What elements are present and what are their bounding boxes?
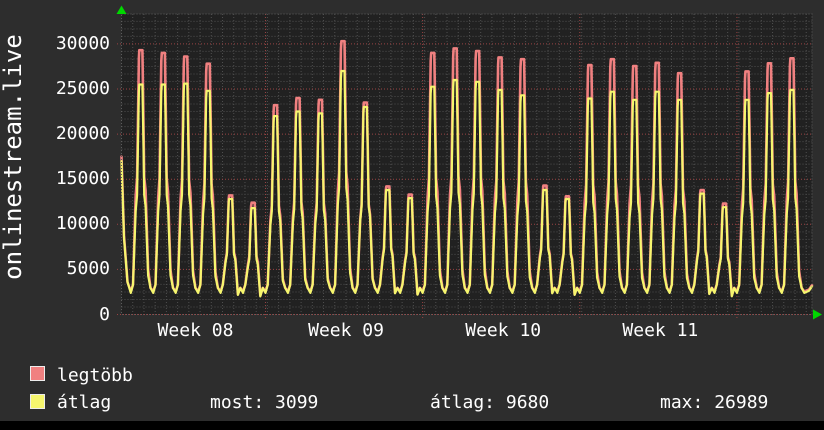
y-axis-up-arrow-icon <box>116 5 127 14</box>
legend-swatch-atlag <box>30 394 45 409</box>
y-tick-label: 30000 <box>55 32 110 54</box>
y-tick-label: 0 <box>99 303 110 325</box>
stat-atlag: átlag: 9680 <box>430 392 550 413</box>
week-label: Week 10 <box>465 320 542 341</box>
week-label: Week 11 <box>622 320 699 341</box>
week-label: Week 08 <box>157 320 234 341</box>
week-label: Week 09 <box>308 320 384 341</box>
y-tick-label: 20000 <box>55 123 110 145</box>
bottom-border <box>0 421 824 430</box>
y-tick-label: 15000 <box>55 168 110 190</box>
legend-swatch-legtobb <box>30 366 45 381</box>
y-tick-label: 25000 <box>55 78 110 99</box>
x-axis-right-arrow-icon <box>813 309 822 320</box>
y-tick-label: 10000 <box>55 213 110 235</box>
stat-max: max: 26989 <box>660 392 769 413</box>
y-tick-label: 5000 <box>66 258 110 280</box>
legend-label-legtobb: legtöbb <box>57 365 133 386</box>
legend-label-atlag: átlag <box>57 392 112 413</box>
stat-most: most: 3099 <box>210 392 319 413</box>
